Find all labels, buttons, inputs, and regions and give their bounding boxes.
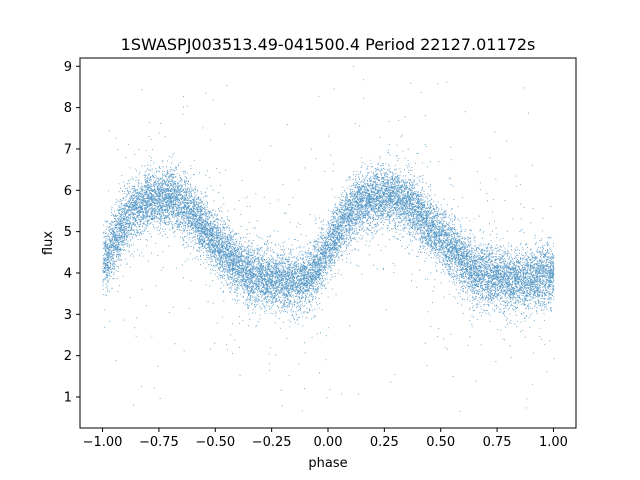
y-axis-title: flux: [41, 231, 56, 255]
x-tick-label: 0.25: [370, 435, 399, 450]
x-tick-label: −0.50: [195, 435, 235, 450]
x-tick-label: −0.25: [252, 435, 292, 450]
x-axis: −1.00 −0.75 −0.50 −0.25 0.00 0.25 0.50 0.75 1.00: [83, 428, 568, 450]
y-axis: 1 2 3 4 5 6 7 8 9: [64, 60, 80, 405]
y-tick-label: 7: [64, 142, 72, 157]
x-tick-label: 0.50: [426, 435, 455, 450]
y-tick-label: 3: [64, 308, 72, 323]
scatter-points: [102, 66, 555, 412]
x-tick-label: 1.00: [539, 435, 568, 450]
y-tick-label: 8: [64, 101, 72, 116]
x-tick-label: −1.00: [83, 435, 123, 450]
y-tick-label: 4: [64, 266, 72, 281]
y-tick-label: 1: [64, 390, 72, 405]
x-tick-label: 0.00: [314, 435, 343, 450]
x-axis-title: phase: [308, 456, 347, 471]
data-points: [102, 66, 555, 412]
y-tick-label: 9: [64, 60, 72, 75]
y-tick-label: 2: [64, 349, 72, 364]
x-tick-label: 0.75: [483, 435, 512, 450]
chart-title: 1SWASPJ003513.49-041500.4 Period 22127.0…: [121, 35, 536, 54]
x-tick-label: −0.75: [139, 435, 179, 450]
y-tick-label: 5: [64, 225, 72, 240]
y-tick-label: 6: [64, 184, 72, 199]
